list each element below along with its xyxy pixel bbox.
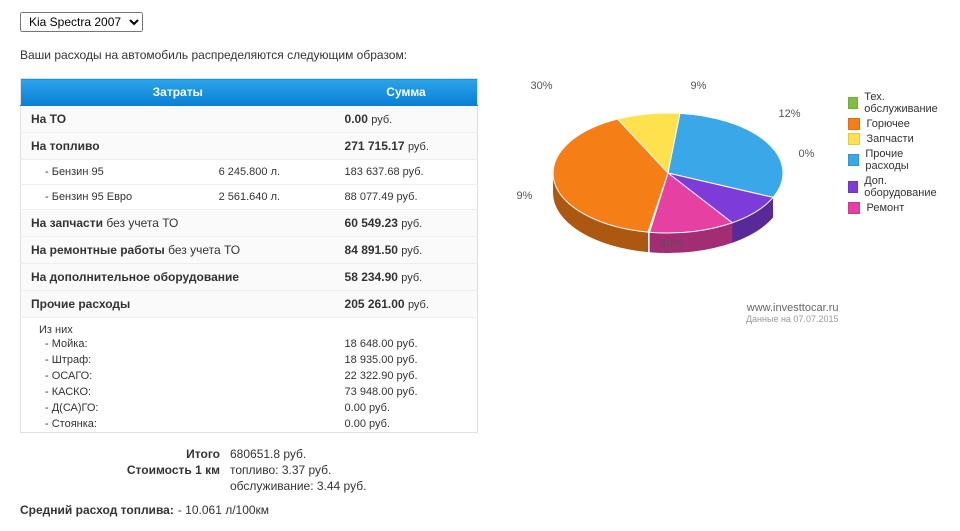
table-row: На ТО0.00 руб. (21, 106, 478, 133)
table-row: - КАСКО:73 948.00 руб. (21, 384, 478, 400)
legend-item: Горючее (848, 118, 940, 130)
table-row: На ремонтные работы без учета ТО84 891.5… (21, 237, 478, 264)
avg-value: - 10.061 л/100км (178, 503, 269, 517)
table-row: - Мойка:18 648.00 руб. (21, 336, 478, 352)
chart-attribution: www.investtocar.ru Данные на 07.07.2015 (508, 302, 838, 324)
chart-legend: Тех. обслуживание Горючее Запчасти Прочие р… (848, 88, 940, 217)
pie-pct-label: 9% (690, 80, 706, 92)
legend-item: Запчасти (848, 133, 940, 145)
pie-pct-label: 30% (530, 80, 552, 92)
table-row: - Бензин 956 245.800 л.183 637.68 руб. (21, 160, 478, 185)
pie-pct-label: 40% (660, 238, 682, 250)
table-row: Из них (21, 318, 478, 337)
intro-text: Ваши расходы на автомобиль распределяютс… (20, 48, 940, 62)
total-value: 680651.8 руб. (230, 447, 306, 461)
pie-pct-label: 12% (778, 108, 800, 120)
table-row: - Д(СА)ГО:0.00 руб. (21, 400, 478, 416)
pie-chart: 9% 30% 9% 40% 0% 12% (508, 78, 838, 298)
legend-item: Тех. обслуживание (848, 91, 940, 115)
th-sum: Сумма (335, 79, 478, 106)
table-row: - Стоянка:0.00 руб. (21, 416, 478, 433)
legend-item: Доп. оборудование (848, 175, 940, 199)
legend-item: Прочие расходы (848, 148, 940, 172)
legend-item: Ремонт (848, 202, 940, 214)
table-row: Прочие расходы205 261.00 руб. (21, 291, 478, 318)
table-row: - Бензин 95 Евро2 561.640 л.88 077.49 ру… (21, 185, 478, 210)
total-label: Итого (20, 447, 230, 461)
attr-site: www.investtocar.ru (747, 302, 839, 314)
expenses-table: Затраты Сумма На ТО0.00 руб.На топливо27… (20, 78, 478, 433)
pie-pct-label: 0% (798, 148, 814, 160)
table-row: - ОСАГО:22 322.90 руб. (21, 368, 478, 384)
avg-label: Средний расход топлива: (20, 503, 178, 517)
car-select[interactable]: Kia Spectra 2007 (20, 12, 143, 32)
km-serv: обслуживание: 3.44 руб. (230, 479, 366, 493)
th-cost: Затраты (21, 79, 335, 106)
totals-block: Итого 680651.8 руб. Стоимость 1 км топли… (20, 447, 478, 517)
table-row: На дополнительное оборудование58 234.90 … (21, 264, 478, 291)
table-row: На топливо271 715.17 руб. (21, 133, 478, 160)
table-row: - Штраф:18 935.00 руб. (21, 352, 478, 368)
pie-pct-label: 9% (516, 190, 532, 202)
attr-date: Данные на 07.07.2015 (508, 314, 838, 324)
km-label: Стоимость 1 км (20, 463, 230, 477)
table-row: На запчасти без учета ТО60 549.23 руб. (21, 210, 478, 237)
km-fuel: топливо: 3.37 руб. (230, 463, 331, 477)
